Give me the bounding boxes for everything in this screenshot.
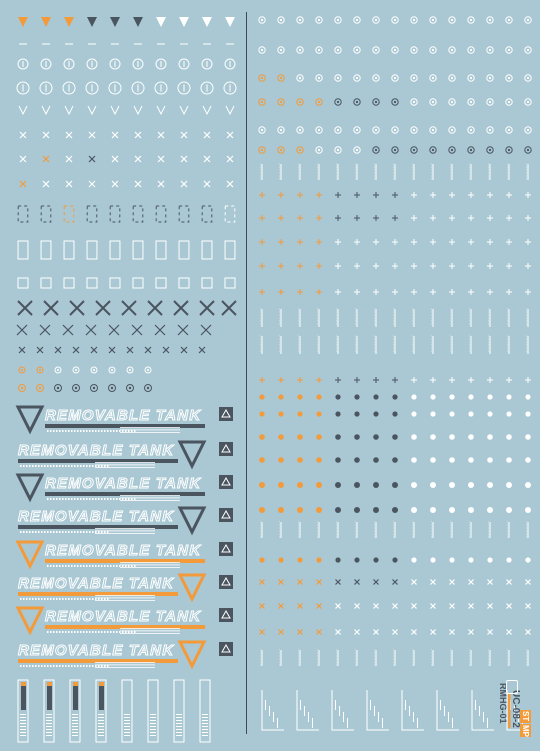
tank-label-3-graphics — [15, 473, 233, 503]
tank-label-2-text: REMOVABLE TANK — [17, 442, 175, 459]
center-divider-line — [246, 12, 247, 734]
tank-label-7-graphics — [15, 606, 233, 636]
tank-label-4-graphics — [18, 506, 233, 536]
tank-label-5-text: REMOVABLE TANK — [44, 542, 202, 559]
tank-label-1-text: REMOVABLE TANK — [44, 407, 202, 424]
tank-label-5-graphics — [15, 540, 233, 570]
bottom-strip-marks — [17, 679, 211, 743]
badge-st: ST — [520, 710, 531, 723]
tank-label-4-text: REMOVABLE TANK — [17, 508, 175, 525]
badge-mp: MP — [520, 724, 531, 737]
tank-label-3-text: REMOVABLE TANK — [44, 475, 202, 492]
tank-label-2-graphics — [18, 440, 233, 470]
tank-label-8-graphics — [18, 640, 233, 670]
tank-label-6-graphics — [18, 573, 233, 603]
right-upper-marks — [258, 16, 532, 731]
left-upper-marks — [16, 17, 237, 392]
tank-label-1-graphics — [15, 405, 233, 435]
tank-label-8-text: REMOVABLE TANK — [17, 642, 175, 659]
logo-mark — [506, 680, 518, 694]
tank-label-7-text: REMOVABLE TANK — [44, 608, 202, 625]
tank-label-6-text: REMOVABLE TANK — [17, 575, 175, 592]
